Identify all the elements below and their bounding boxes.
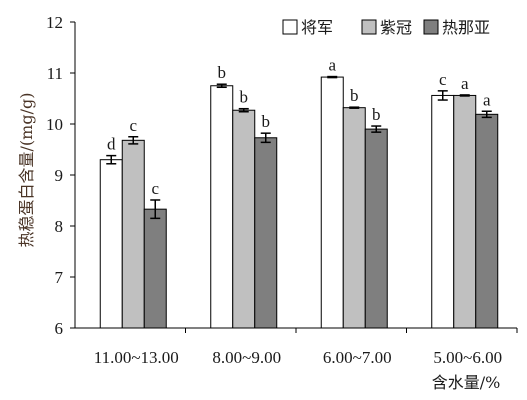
bar <box>320 76 344 329</box>
y-ticks: 6 7 8 9 10 11 12 <box>46 13 75 338</box>
bar <box>143 208 167 329</box>
legend-swatch <box>282 19 298 35</box>
bar <box>475 113 499 329</box>
error-bar <box>327 75 338 79</box>
x-tick-label: 11.00~13.00 <box>94 348 179 367</box>
y-tick-label: 8 <box>55 217 64 236</box>
x-tick-label: 6.00~7.00 <box>323 348 392 367</box>
significance-label: d <box>107 135 116 154</box>
bar <box>232 109 256 329</box>
bar <box>254 137 278 329</box>
legend-label: 紫冠 <box>380 18 412 37</box>
significance-label: b <box>350 86 359 105</box>
error-bar <box>371 125 382 133</box>
legend-label: 热那亚 <box>442 18 490 37</box>
legend-item-1: 将军 <box>282 18 333 37</box>
error-bar <box>106 154 117 165</box>
significance-label: b <box>372 105 381 124</box>
error-bar <box>481 110 492 119</box>
error-bar <box>128 136 139 145</box>
significance-label: c <box>439 70 447 89</box>
y-tick-label: 11 <box>47 64 63 83</box>
x-ticks: 11.00~13.00 8.00~9.00 6.00~7.00 5.00~6.00 <box>94 328 518 367</box>
legend-label: 将军 <box>301 18 333 37</box>
error-bar <box>437 90 448 101</box>
bar <box>342 107 366 329</box>
y-tick-label: 7 <box>55 268 64 287</box>
legend-item-2: 紫冠 <box>361 18 412 37</box>
legend: 将军 紫冠 热那亚 <box>282 18 490 37</box>
bar <box>99 159 123 329</box>
error-bar <box>260 132 271 144</box>
y-axis-title: 热稳蛋白含量/(mg/g) <box>17 93 36 248</box>
significance-label: a <box>461 74 469 93</box>
error-bar <box>150 199 161 220</box>
significance-label: b <box>218 63 227 82</box>
bar <box>364 128 388 329</box>
legend-item-3: 热那亚 <box>423 18 490 37</box>
significance-label: c <box>129 116 137 135</box>
bar <box>453 94 477 329</box>
bar <box>210 85 234 329</box>
significance-label: a <box>483 90 491 109</box>
bars-layer <box>99 75 499 329</box>
bar <box>121 139 145 329</box>
y-tick-label: 10 <box>46 115 63 134</box>
legend-swatch <box>361 19 377 35</box>
error-bar <box>216 83 227 89</box>
error-bar <box>238 107 249 113</box>
significance-label: b <box>262 112 271 131</box>
x-tick-label: 5.00~6.00 <box>433 348 502 367</box>
y-tick-label: 12 <box>46 13 63 32</box>
significance-label: a <box>328 56 336 75</box>
significance-label: b <box>240 88 249 107</box>
x-axis-title: 含水量/% <box>432 373 501 392</box>
error-bar <box>349 106 360 109</box>
y-tick-label: 9 <box>55 166 64 185</box>
y-tick-label: 6 <box>55 319 64 338</box>
x-tick-label: 8.00~9.00 <box>212 348 281 367</box>
legend-swatch <box>423 19 439 35</box>
significance-label: c <box>151 179 159 198</box>
error-bar <box>459 94 470 97</box>
bar <box>431 94 455 329</box>
